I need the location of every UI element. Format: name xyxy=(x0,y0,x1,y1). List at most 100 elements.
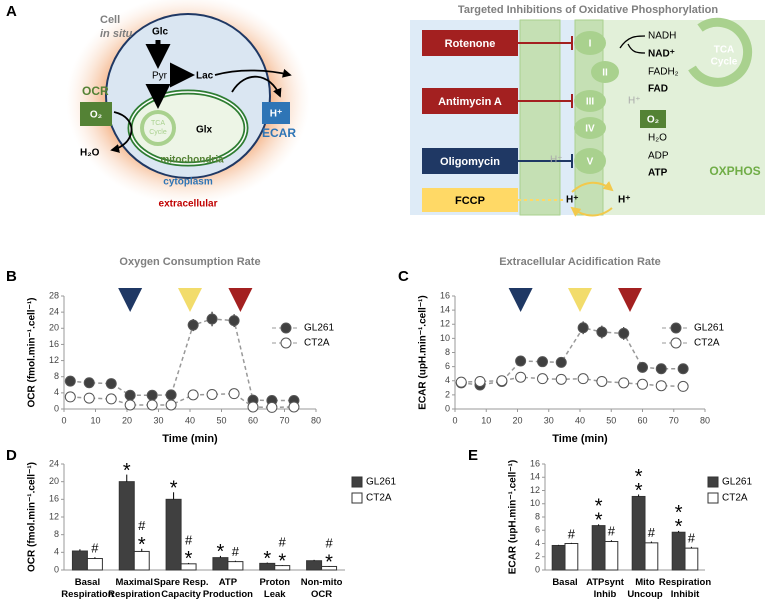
y-tick-label: 4 xyxy=(535,538,540,548)
significance-mark: * xyxy=(595,496,603,518)
data-point xyxy=(228,315,240,327)
y-tick-label: 20 xyxy=(49,476,59,486)
inhibition-line xyxy=(518,36,573,50)
cytoplasm-label: cytoplasm xyxy=(163,177,213,188)
h-label: H⁺ xyxy=(618,195,631,206)
o2-box xyxy=(640,110,666,128)
legend-label: GL261 xyxy=(694,323,724,334)
y-axis-label: OCR (fmol.min⁻¹.cell⁻¹) xyxy=(27,462,38,572)
chart-title: Extracellular Acidification Rate xyxy=(499,256,661,268)
data-point xyxy=(206,313,218,325)
significance-mark: * xyxy=(185,548,193,570)
lac-label: Lac xyxy=(196,71,214,82)
data-point xyxy=(596,375,608,387)
fadh2-label: FADH₂ xyxy=(648,67,679,78)
y-tick-label: 10 xyxy=(440,333,450,343)
x-tick-label: Maximal Respiration xyxy=(108,577,160,600)
data-point xyxy=(515,355,527,367)
x-tick-label: 30 xyxy=(544,415,554,425)
complex xyxy=(574,90,606,112)
y-axis-label: ECAR (upH.min⁻¹.cell⁻¹) xyxy=(418,295,429,409)
inhibitor-label: FCCP xyxy=(455,195,485,207)
arrow xyxy=(570,206,613,217)
y-tick-label: 2 xyxy=(445,389,450,399)
injection-marker xyxy=(568,288,592,312)
legend-label: CT2A xyxy=(694,338,720,349)
y-axis-label: OCR (fmol.min⁻¹.cell⁻¹) xyxy=(27,298,38,408)
data-point xyxy=(83,392,95,404)
significance-mark: # xyxy=(232,544,240,559)
y-tick-label: 4 xyxy=(54,387,59,397)
injection-marker xyxy=(118,288,143,312)
significance-mark: * xyxy=(595,510,603,532)
legend-marker xyxy=(280,322,292,334)
atp-label: ATP xyxy=(648,168,668,179)
legend-marker xyxy=(280,337,292,349)
data-point xyxy=(537,356,548,368)
bar xyxy=(684,547,699,571)
data-point xyxy=(146,389,158,401)
x-tick-label: 50 xyxy=(606,415,616,425)
complex xyxy=(574,31,606,55)
series-line xyxy=(461,376,684,388)
significance-mark: * xyxy=(325,551,333,573)
significance-mark: # xyxy=(325,535,333,550)
y-tick-label: 2 xyxy=(535,551,540,561)
data-point xyxy=(206,388,218,400)
x-tick-label: 60 xyxy=(248,415,258,425)
complex-label: I xyxy=(589,39,592,50)
y-tick-label: 12 xyxy=(530,485,540,495)
adp-label: ADP xyxy=(648,151,669,162)
complex-label: III xyxy=(586,97,595,108)
legend-swatch xyxy=(351,476,363,488)
h-label: H⁺ xyxy=(550,155,563,166)
x-tick-label: 70 xyxy=(279,415,289,425)
y-tick-label: 4 xyxy=(445,375,450,385)
data-point xyxy=(64,375,76,387)
x-tick-label: 20 xyxy=(512,415,522,425)
legend-marker xyxy=(670,337,682,349)
bar xyxy=(644,542,659,571)
h-label: H⁺ xyxy=(628,96,641,107)
y-tick-label: 12 xyxy=(49,511,59,521)
y-tick-label: 8 xyxy=(54,371,59,381)
nad-label: NAD⁺ xyxy=(648,49,675,60)
significance-mark: * xyxy=(138,534,146,556)
data-point xyxy=(165,389,177,401)
legend-label: CT2A xyxy=(366,493,392,504)
injection-marker xyxy=(508,288,533,312)
legend-swatch xyxy=(351,492,363,504)
legend-label: CT2A xyxy=(304,338,330,349)
tca-label: Cycle xyxy=(711,57,738,68)
significance-mark: # xyxy=(185,532,193,547)
y-tick-label: 16 xyxy=(49,339,59,349)
significance-mark: * xyxy=(675,516,683,538)
significance-mark: # xyxy=(568,526,576,541)
x-tick-label: Basal xyxy=(552,577,577,588)
data-point xyxy=(146,399,158,411)
data-point xyxy=(515,371,527,383)
x-tick-label: ATP Production xyxy=(203,577,253,600)
nadh-label: NADH xyxy=(648,31,676,42)
y-tick-label: 20 xyxy=(49,323,59,333)
significance-mark: # xyxy=(91,541,99,556)
oxphos-diagram: Targeted Inhibitions of Oxidative Phosph… xyxy=(410,4,765,217)
mitochondrion-inner xyxy=(129,91,247,165)
o2-box xyxy=(80,102,112,126)
o2-label: O₂ xyxy=(647,115,659,126)
y-tick-label: 12 xyxy=(49,355,59,365)
significance-mark: * xyxy=(123,460,131,482)
x-tick-label: 10 xyxy=(90,415,100,425)
injection-marker xyxy=(178,288,202,312)
x-tick-label: Respiration Inhibit xyxy=(659,577,711,600)
data-point xyxy=(228,388,240,400)
legend-swatch xyxy=(707,476,719,488)
data-point xyxy=(577,373,589,385)
y-tick-label: 4 xyxy=(54,547,59,557)
cell-diagram: TCA Cycle Cell in situ Glc Pyr Lac Glx m… xyxy=(66,0,310,210)
significance-mark: # xyxy=(138,518,146,533)
h-box xyxy=(262,102,290,124)
y-tick-label: 10 xyxy=(530,498,540,508)
membrane xyxy=(519,19,561,216)
